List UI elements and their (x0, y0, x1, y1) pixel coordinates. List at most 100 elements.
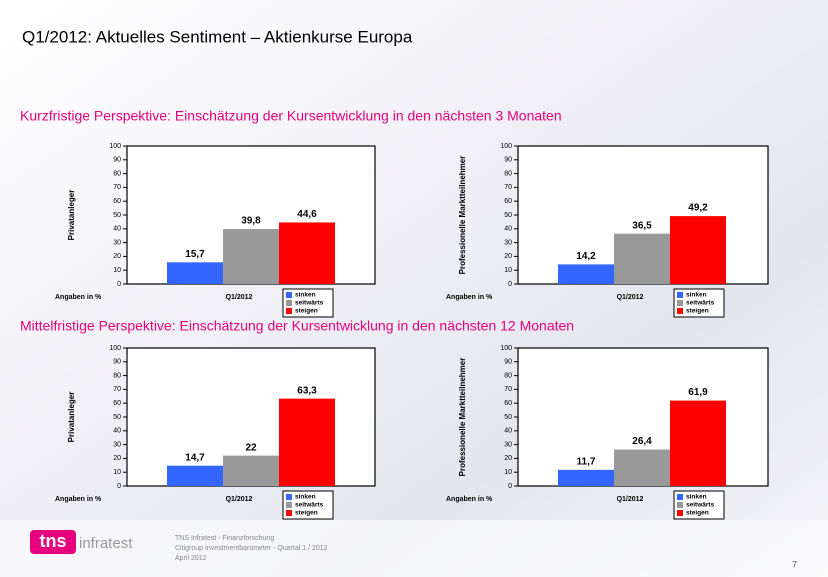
y-tick-label: 100 (500, 345, 512, 352)
footer-line: April 2012 (175, 555, 207, 562)
legend-label: steigen (686, 308, 709, 315)
y-axis-label: Privatanleger (67, 190, 76, 241)
legend-swatch (677, 292, 683, 298)
logo: tns (40, 531, 67, 551)
y-axis-label: Professionelle Marktteilnehmer (458, 156, 467, 275)
section-heading: Mittelfristige Perspektive: Einschätzung… (20, 318, 574, 334)
value-label: 36,5 (632, 220, 652, 231)
y-tick-label: 20 (113, 253, 121, 260)
value-label: 61,9 (688, 387, 708, 398)
y-tick-label: 0 (508, 483, 512, 490)
legend-label: sinken (686, 494, 707, 501)
legend-label: seitwärts (686, 300, 715, 307)
page-number: 7 (792, 559, 797, 569)
legend-swatch (677, 308, 683, 314)
y-axis-label: Professionelle Marktteilnehmer (458, 358, 467, 477)
bar (558, 469, 614, 486)
footer-line: Citigroup Investmentbarometer - Quartal … (175, 545, 328, 552)
value-label: 44,6 (297, 209, 317, 220)
y-tick-label: 40 (504, 428, 512, 435)
y-tick-label: 70 (504, 386, 512, 393)
footer-band (0, 520, 828, 577)
note: Angaben in % (446, 496, 493, 503)
y-tick-label: 50 (113, 212, 121, 219)
legend-label: sinken (295, 292, 316, 299)
y-tick-label: 50 (504, 414, 512, 421)
x-tick-label: Q1/2012 (226, 496, 253, 503)
y-tick-label: 10 (504, 267, 512, 274)
y-tick-label: 80 (504, 170, 512, 177)
y-tick-label: 30 (504, 441, 512, 448)
logo-box (30, 530, 76, 554)
y-tick-label: 90 (113, 157, 121, 164)
value-label: 26,4 (632, 436, 652, 447)
y-tick-label: 0 (117, 281, 121, 288)
y-tick-label: 50 (504, 212, 512, 219)
legend-swatch (286, 300, 292, 306)
y-tick-label: 70 (504, 184, 512, 191)
y-tick-label: 20 (113, 455, 121, 462)
y-tick-label: 40 (113, 428, 121, 435)
legend-swatch (677, 502, 683, 508)
legend-swatch (286, 292, 292, 298)
y-tick-label: 0 (508, 281, 512, 288)
y-tick-label: 60 (504, 198, 512, 205)
bar (223, 229, 279, 284)
bar (614, 449, 670, 486)
legend-label: steigen (686, 510, 709, 517)
legend-label: seitwärts (686, 502, 715, 509)
value-label: 15,7 (185, 249, 205, 260)
y-tick-label: 80 (113, 170, 121, 177)
y-tick-label: 30 (113, 441, 121, 448)
y-tick-label: 10 (504, 469, 512, 476)
legend-label: sinken (295, 494, 316, 501)
value-label: 49,2 (688, 203, 708, 214)
legend-label: seitwärts (295, 300, 324, 307)
legend-label: steigen (295, 510, 318, 517)
bar (614, 233, 670, 284)
y-tick-label: 30 (504, 239, 512, 246)
bar (167, 262, 223, 284)
value-label: 63,3 (297, 385, 317, 396)
y-tick-label: 50 (113, 414, 121, 421)
y-tick-label: 90 (504, 359, 512, 366)
y-tick-label: 80 (113, 372, 121, 379)
y-tick-label: 90 (504, 157, 512, 164)
y-tick-label: 0 (117, 483, 121, 490)
x-tick-label: Q1/2012 (617, 294, 644, 301)
y-tick-label: 70 (113, 386, 121, 393)
value-label: 14,7 (185, 452, 205, 463)
bar (670, 216, 726, 284)
note: Angaben in % (55, 496, 102, 503)
y-tick-label: 100 (500, 143, 512, 150)
note: Angaben in % (55, 294, 102, 301)
slide-title: Q1/2012: Aktuelles Sentiment – Aktienkur… (22, 27, 413, 46)
value-label: 39,8 (241, 216, 261, 227)
legend-label: seitwärts (295, 502, 324, 509)
y-tick-label: 20 (504, 253, 512, 260)
y-tick-label: 30 (113, 239, 121, 246)
legend-swatch (677, 494, 683, 500)
legend-swatch (286, 494, 292, 500)
legend-swatch (677, 510, 683, 516)
bar (223, 455, 279, 486)
bar (279, 222, 335, 284)
value-label: 22 (245, 442, 257, 453)
legend-swatch (286, 502, 292, 508)
bar (279, 398, 335, 486)
x-tick-label: Q1/2012 (226, 294, 253, 301)
bar (167, 465, 223, 486)
logo-sub: infratest (79, 535, 133, 552)
value-label: 14,2 (576, 251, 596, 262)
y-tick-label: 90 (113, 359, 121, 366)
y-tick-label: 60 (113, 400, 121, 407)
y-tick-label: 20 (504, 455, 512, 462)
y-tick-label: 10 (113, 267, 121, 274)
y-tick-label: 100 (109, 143, 121, 150)
legend-swatch (286, 308, 292, 314)
value-label: 11,7 (577, 456, 596, 467)
section-heading: Kurzfristige Perspektive: Einschätzung d… (20, 108, 562, 124)
y-axis-label: Privatanleger (67, 392, 76, 443)
y-tick-label: 80 (504, 372, 512, 379)
